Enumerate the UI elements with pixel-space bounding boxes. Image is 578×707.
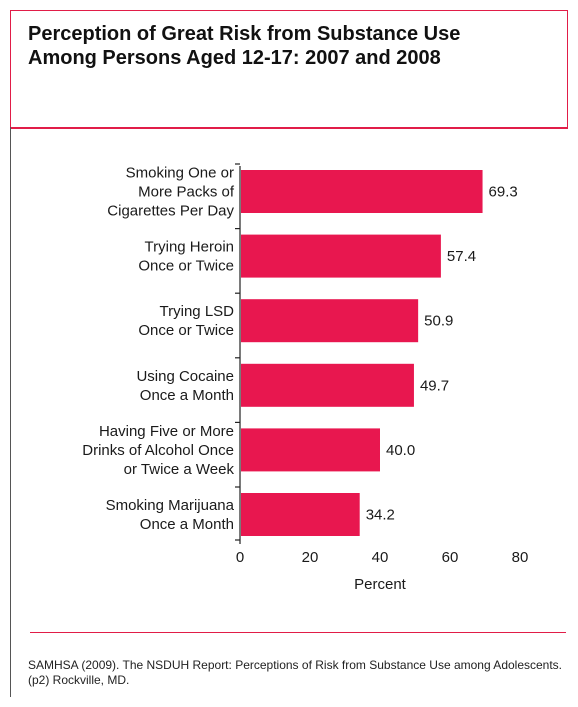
category-label: Trying LSD Once or Twice (138, 303, 234, 339)
bar-1 (241, 170, 483, 213)
x-tick-label: 80 (512, 549, 529, 566)
value-label: 40.0 (386, 442, 415, 459)
chart-title: Perception of Great Risk from Substance … (28, 23, 461, 69)
category-label: Trying Heroin Once or Twice (138, 239, 234, 275)
x-axis-title: Percent (354, 576, 407, 593)
title-frame (10, 10, 568, 129)
value-label: 50.9 (424, 313, 453, 330)
category-label: Using Cocaine Once a Month (136, 368, 234, 404)
bar-2 (241, 234, 441, 278)
category-label: Smoking Marijuana Once a Month (106, 497, 235, 533)
bar-5 (241, 428, 380, 472)
value-label: 69.3 (489, 184, 518, 201)
value-label: 34.2 (366, 507, 395, 524)
value-label: 57.4 (447, 248, 476, 265)
bar-6 (241, 493, 360, 536)
bar-chart: 69.3 Smoking One or More Packs of Cigarette… (82, 163, 529, 593)
x-tick-label: 60 (442, 549, 459, 566)
value-label: 49.7 (420, 377, 449, 394)
category-label: Smoking One or More Packs of Cigarettes Pe… (107, 165, 235, 220)
category-label: Having Five or More Drinks of Alcohol Onc… (82, 423, 234, 478)
bar-4 (241, 363, 414, 407)
left-rule (10, 127, 11, 697)
divider (30, 632, 566, 633)
source-citation: SAMHSA (2009). The NSDUH Report: Percept… (28, 658, 563, 687)
x-tick-label: 0 (236, 549, 244, 566)
x-tick-label: 40 (372, 549, 389, 566)
x-tick-label: 20 (302, 549, 319, 566)
bar-3 (241, 299, 419, 343)
